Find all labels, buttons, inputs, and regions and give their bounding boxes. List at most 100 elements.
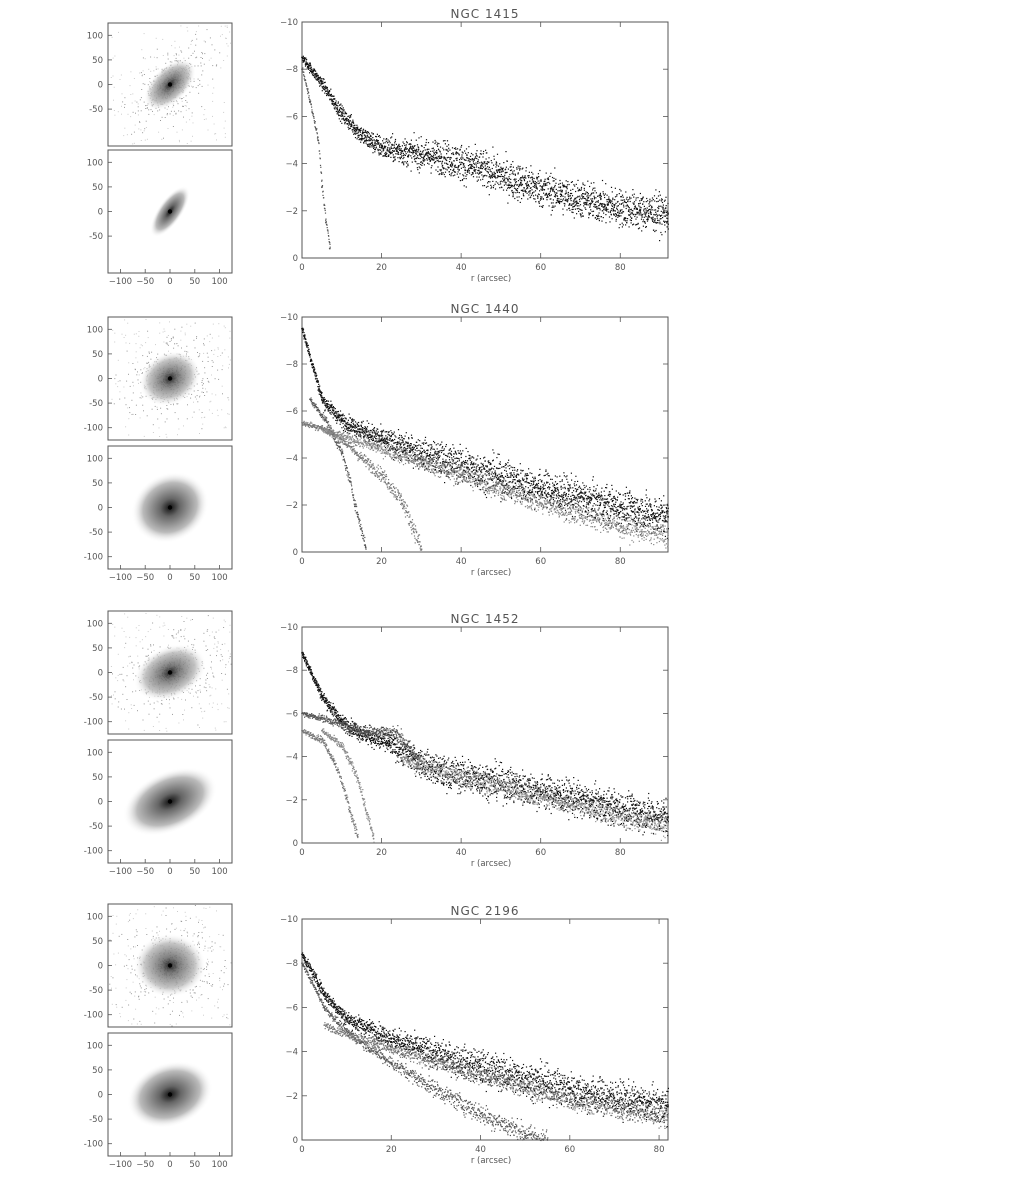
data-point <box>453 462 455 464</box>
data-point <box>319 389 321 391</box>
data-point <box>315 75 317 77</box>
data-point <box>625 217 627 219</box>
data-point <box>663 200 666 202</box>
data-point <box>532 192 534 194</box>
data-point <box>371 141 373 143</box>
data-point <box>321 392 323 394</box>
data-point <box>394 158 396 160</box>
data-point <box>653 514 656 517</box>
data-point <box>338 419 341 421</box>
data-point <box>588 491 590 493</box>
data-point <box>414 456 416 458</box>
data-point <box>557 493 559 495</box>
data-point <box>453 468 455 470</box>
data-point <box>438 173 440 176</box>
data-point <box>533 198 535 200</box>
data-point <box>457 483 459 485</box>
data-point <box>594 190 596 192</box>
data-point <box>354 434 356 436</box>
data-point <box>367 145 369 147</box>
data-point <box>408 150 410 152</box>
data-point <box>609 520 611 522</box>
data-point <box>539 495 541 497</box>
data-point <box>580 496 582 498</box>
data-point <box>381 431 383 433</box>
data-point <box>592 214 594 216</box>
data-point <box>567 191 569 194</box>
data-point <box>325 93 328 95</box>
data-point <box>357 126 359 128</box>
data-point <box>531 490 533 492</box>
data-point <box>606 194 608 196</box>
data-point <box>362 420 364 422</box>
data-point <box>519 201 521 203</box>
data-point <box>375 435 377 437</box>
data-point <box>554 192 556 194</box>
data-point <box>337 410 339 413</box>
data-point <box>336 416 338 418</box>
data-point <box>492 187 494 189</box>
data-point <box>534 190 537 192</box>
data-point <box>638 505 641 508</box>
data-point <box>342 418 344 420</box>
data-point <box>667 202 669 205</box>
data-point <box>572 203 574 205</box>
data-point <box>479 481 481 483</box>
data-point <box>410 143 412 145</box>
data-point <box>517 486 519 488</box>
data-point <box>613 503 615 505</box>
data-point <box>613 205 615 207</box>
data-point <box>627 495 630 497</box>
data-point <box>527 498 529 500</box>
data-point <box>309 99 311 101</box>
data-point <box>621 509 624 511</box>
data-point <box>343 110 345 112</box>
data-point <box>430 156 432 158</box>
data-point <box>601 514 603 516</box>
data-point <box>341 418 343 420</box>
data-point <box>460 167 462 169</box>
data-point <box>548 493 550 496</box>
data-point <box>575 203 578 205</box>
data-point <box>634 208 636 210</box>
y-tick-label: −6 <box>285 112 298 122</box>
data-point <box>372 435 374 437</box>
data-point <box>410 449 412 451</box>
data-point <box>607 502 610 504</box>
data-point <box>508 183 510 185</box>
data-point <box>397 429 400 431</box>
data-point <box>353 124 355 127</box>
data-point <box>635 199 637 201</box>
data-point <box>305 84 307 86</box>
data-point <box>470 167 472 170</box>
data-point <box>393 150 395 152</box>
data-point <box>496 171 498 173</box>
data-point <box>587 197 589 199</box>
data-point <box>396 441 399 443</box>
data-point <box>532 476 534 478</box>
data-point <box>357 428 359 430</box>
data-point <box>474 466 476 468</box>
data-point <box>648 203 650 205</box>
data-point <box>648 209 650 211</box>
data-point <box>401 439 404 441</box>
data-point <box>513 185 515 187</box>
data-point <box>544 484 546 486</box>
data-point <box>590 508 592 510</box>
data-point <box>365 428 367 431</box>
data-point <box>526 480 528 482</box>
data-point <box>455 452 457 454</box>
data-point <box>605 487 607 489</box>
data-point <box>575 484 578 486</box>
data-point <box>357 425 359 427</box>
data-point <box>638 214 640 216</box>
data-point <box>469 163 471 166</box>
data-point <box>427 455 429 457</box>
data-point <box>418 453 420 455</box>
data-point <box>525 184 528 186</box>
data-point <box>614 204 616 206</box>
data-point <box>654 516 656 518</box>
data-point <box>558 491 560 494</box>
data-point <box>319 153 321 155</box>
data-point <box>648 522 650 525</box>
